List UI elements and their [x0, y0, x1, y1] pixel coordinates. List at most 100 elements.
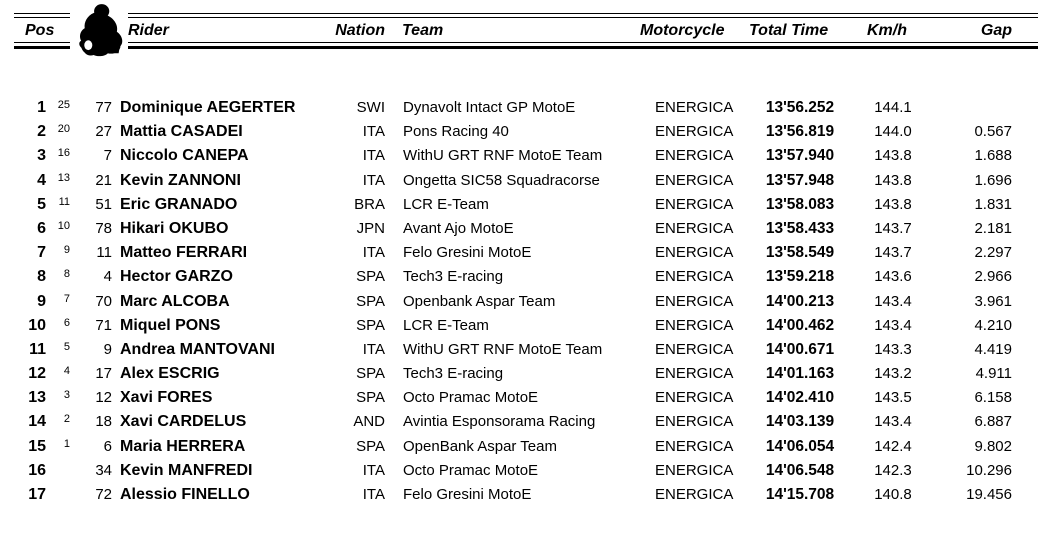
total-time-cell: 13'58.549 — [765, 244, 835, 262]
kmh-cell: 143.7 — [874, 244, 912, 262]
position-cell: 2 — [37, 123, 46, 141]
motorcycle-cell: ENERGICA — [655, 316, 734, 334]
team-cell: OpenBank Aspar Team — [403, 437, 557, 455]
position-cell: 7 — [37, 244, 46, 262]
total-time-cell: 14'01.163 — [765, 365, 835, 383]
position-cell: 8 — [37, 268, 46, 286]
gap-cell: 4.210 — [974, 316, 1012, 334]
nation-cell: ITA — [362, 171, 385, 189]
rider-name-cell: Alex ESCRIG — [120, 365, 220, 383]
kmh-cell: 143.8 — [874, 195, 912, 213]
rider-name-cell: Xavi CARDELUS — [120, 413, 247, 431]
nation-cell: JPN — [356, 219, 385, 237]
points-cell: 5 — [63, 340, 70, 353]
rider-number-cell: 70 — [95, 292, 112, 310]
team-cell: Tech3 E-racing — [403, 365, 504, 383]
total-time-cell: 14'06.548 — [765, 461, 835, 479]
nation-cell: BRA — [354, 195, 385, 213]
team-cell: Openbank Aspar Team — [403, 292, 556, 310]
rider-name-cell: Dominique AEGERTER — [120, 99, 296, 116]
nation-cell: ITA — [362, 147, 385, 165]
nation-cell: SPA — [356, 389, 385, 407]
position-cell: 10 — [28, 316, 46, 334]
total-time-cell: 14'02.410 — [765, 389, 835, 407]
column-header-gap: Gap — [980, 22, 1012, 39]
column-header-motorcycle: Motorcycle — [640, 22, 725, 39]
points-cell: 20 — [57, 123, 70, 136]
result-row: 6 10 78 Hikari OKUBO JPN Avant Ajo MotoE ENERG… — [0, 217, 1054, 241]
team-cell: Octo Pramac MotoE — [403, 461, 539, 479]
nation-cell: SPA — [356, 268, 385, 286]
column-header-kmh: Km/h — [867, 22, 907, 39]
total-time-cell: 13'58.083 — [765, 195, 835, 213]
nation-cell: ITA — [362, 340, 385, 358]
position-cell: 5 — [37, 195, 46, 213]
result-row: 12 4 17 Alex ESCRIG SPA Tech3 E-racing ENERGIC… — [0, 362, 1054, 386]
result-row: 15 1 6 Maria HERRERA SPA OpenBank Aspar Team E… — [0, 435, 1054, 459]
rider-number-cell: 4 — [103, 268, 112, 286]
motorcycle-cell: ENERGICA — [655, 123, 734, 141]
kmh-cell: 143.8 — [874, 147, 912, 165]
kmh-cell: 140.8 — [874, 486, 912, 503]
rider-number-cell: 17 — [95, 365, 112, 383]
kmh-cell: 143.2 — [874, 365, 912, 383]
position-cell: 3 — [37, 147, 46, 165]
team-cell: Avant Ajo MotoE — [403, 219, 514, 237]
position-cell: 12 — [28, 365, 46, 383]
gap-cell: 1.688 — [974, 147, 1012, 165]
kmh-cell: 142.4 — [874, 437, 912, 455]
result-row: 3 16 7 Niccolo CANEPA ITA WithU GRT RNF MotoE… — [0, 144, 1054, 168]
kmh-cell: 143.8 — [874, 171, 912, 189]
rider-number-cell: 27 — [95, 123, 112, 141]
points-cell: 11 — [58, 195, 70, 208]
kmh-cell: 143.3 — [874, 340, 912, 358]
rider-name-cell: Mattia CASADEI — [120, 123, 243, 141]
result-row: 4 13 21 Kevin ZANNONI ITA Ongetta SIC58 Squad… — [0, 169, 1054, 193]
points-cell: 16 — [57, 147, 70, 160]
kmh-cell: 143.4 — [874, 316, 912, 334]
gap-cell: 6.158 — [974, 389, 1012, 407]
motorcycle-rider-icon — [70, 0, 128, 60]
gap-cell: 2.966 — [974, 268, 1012, 286]
team-cell: LCR E-Team — [403, 195, 489, 213]
total-time-cell: 14'00.213 — [765, 292, 835, 310]
nation-cell: SPA — [356, 365, 385, 383]
position-cell: 14 — [28, 413, 46, 431]
rider-name-cell: Kevin MANFREDI — [120, 461, 253, 479]
nation-cell: SPA — [356, 437, 385, 455]
total-time-cell: 14'03.139 — [765, 413, 835, 431]
rider-number-cell: 18 — [95, 413, 112, 431]
points-cell: 3 — [63, 389, 70, 402]
kmh-cell: 144.0 — [874, 123, 912, 141]
motorcycle-cell: ENERGICA — [655, 219, 734, 237]
motorcycle-cell: ENERGICA — [655, 365, 734, 383]
result-row: 14 2 18 Xavi CARDELUS AND Avintia Esponsorama… — [0, 410, 1054, 434]
total-time-cell: 14'00.671 — [765, 340, 835, 358]
points-cell: 25 — [57, 99, 70, 111]
motorcycle-cell: ENERGICA — [655, 99, 734, 116]
gap-cell: 3.961 — [974, 292, 1012, 310]
rider-number-cell: 71 — [95, 316, 112, 334]
results-rows: 1 25 77 Dominique AEGERTER SWI Dynavolt Intac… — [0, 96, 1054, 507]
motorcycle-cell: ENERGICA — [655, 340, 734, 358]
rider-name-cell: Maria HERRERA — [120, 437, 246, 455]
points-cell: 8 — [63, 268, 70, 281]
position-cell: 4 — [37, 171, 46, 189]
rider-name-cell: Hikari OKUBO — [120, 219, 229, 237]
position-cell: 1 — [37, 99, 46, 116]
result-row: 7 9 11 Matteo FERRARI ITA Felo Gresini MotoE E… — [0, 241, 1054, 265]
motorcycle-cell: ENERGICA — [655, 292, 734, 310]
rider-number-cell: 78 — [95, 219, 112, 237]
nation-cell: SPA — [356, 316, 385, 334]
total-time-cell: 14'00.462 — [765, 316, 835, 334]
nation-cell: SWI — [356, 99, 385, 116]
gap-cell: 6.887 — [974, 413, 1012, 431]
column-header-team: Team — [402, 22, 444, 39]
kmh-cell: 143.4 — [874, 292, 912, 310]
motorcycle-cell: ENERGICA — [655, 171, 734, 189]
rider-name-cell: Alessio FINELLO — [120, 486, 250, 503]
motorcycle-cell: ENERGICA — [655, 147, 734, 165]
rider-name-cell: Eric GRANADO — [120, 195, 238, 213]
rider-number-cell: 7 — [103, 147, 112, 165]
